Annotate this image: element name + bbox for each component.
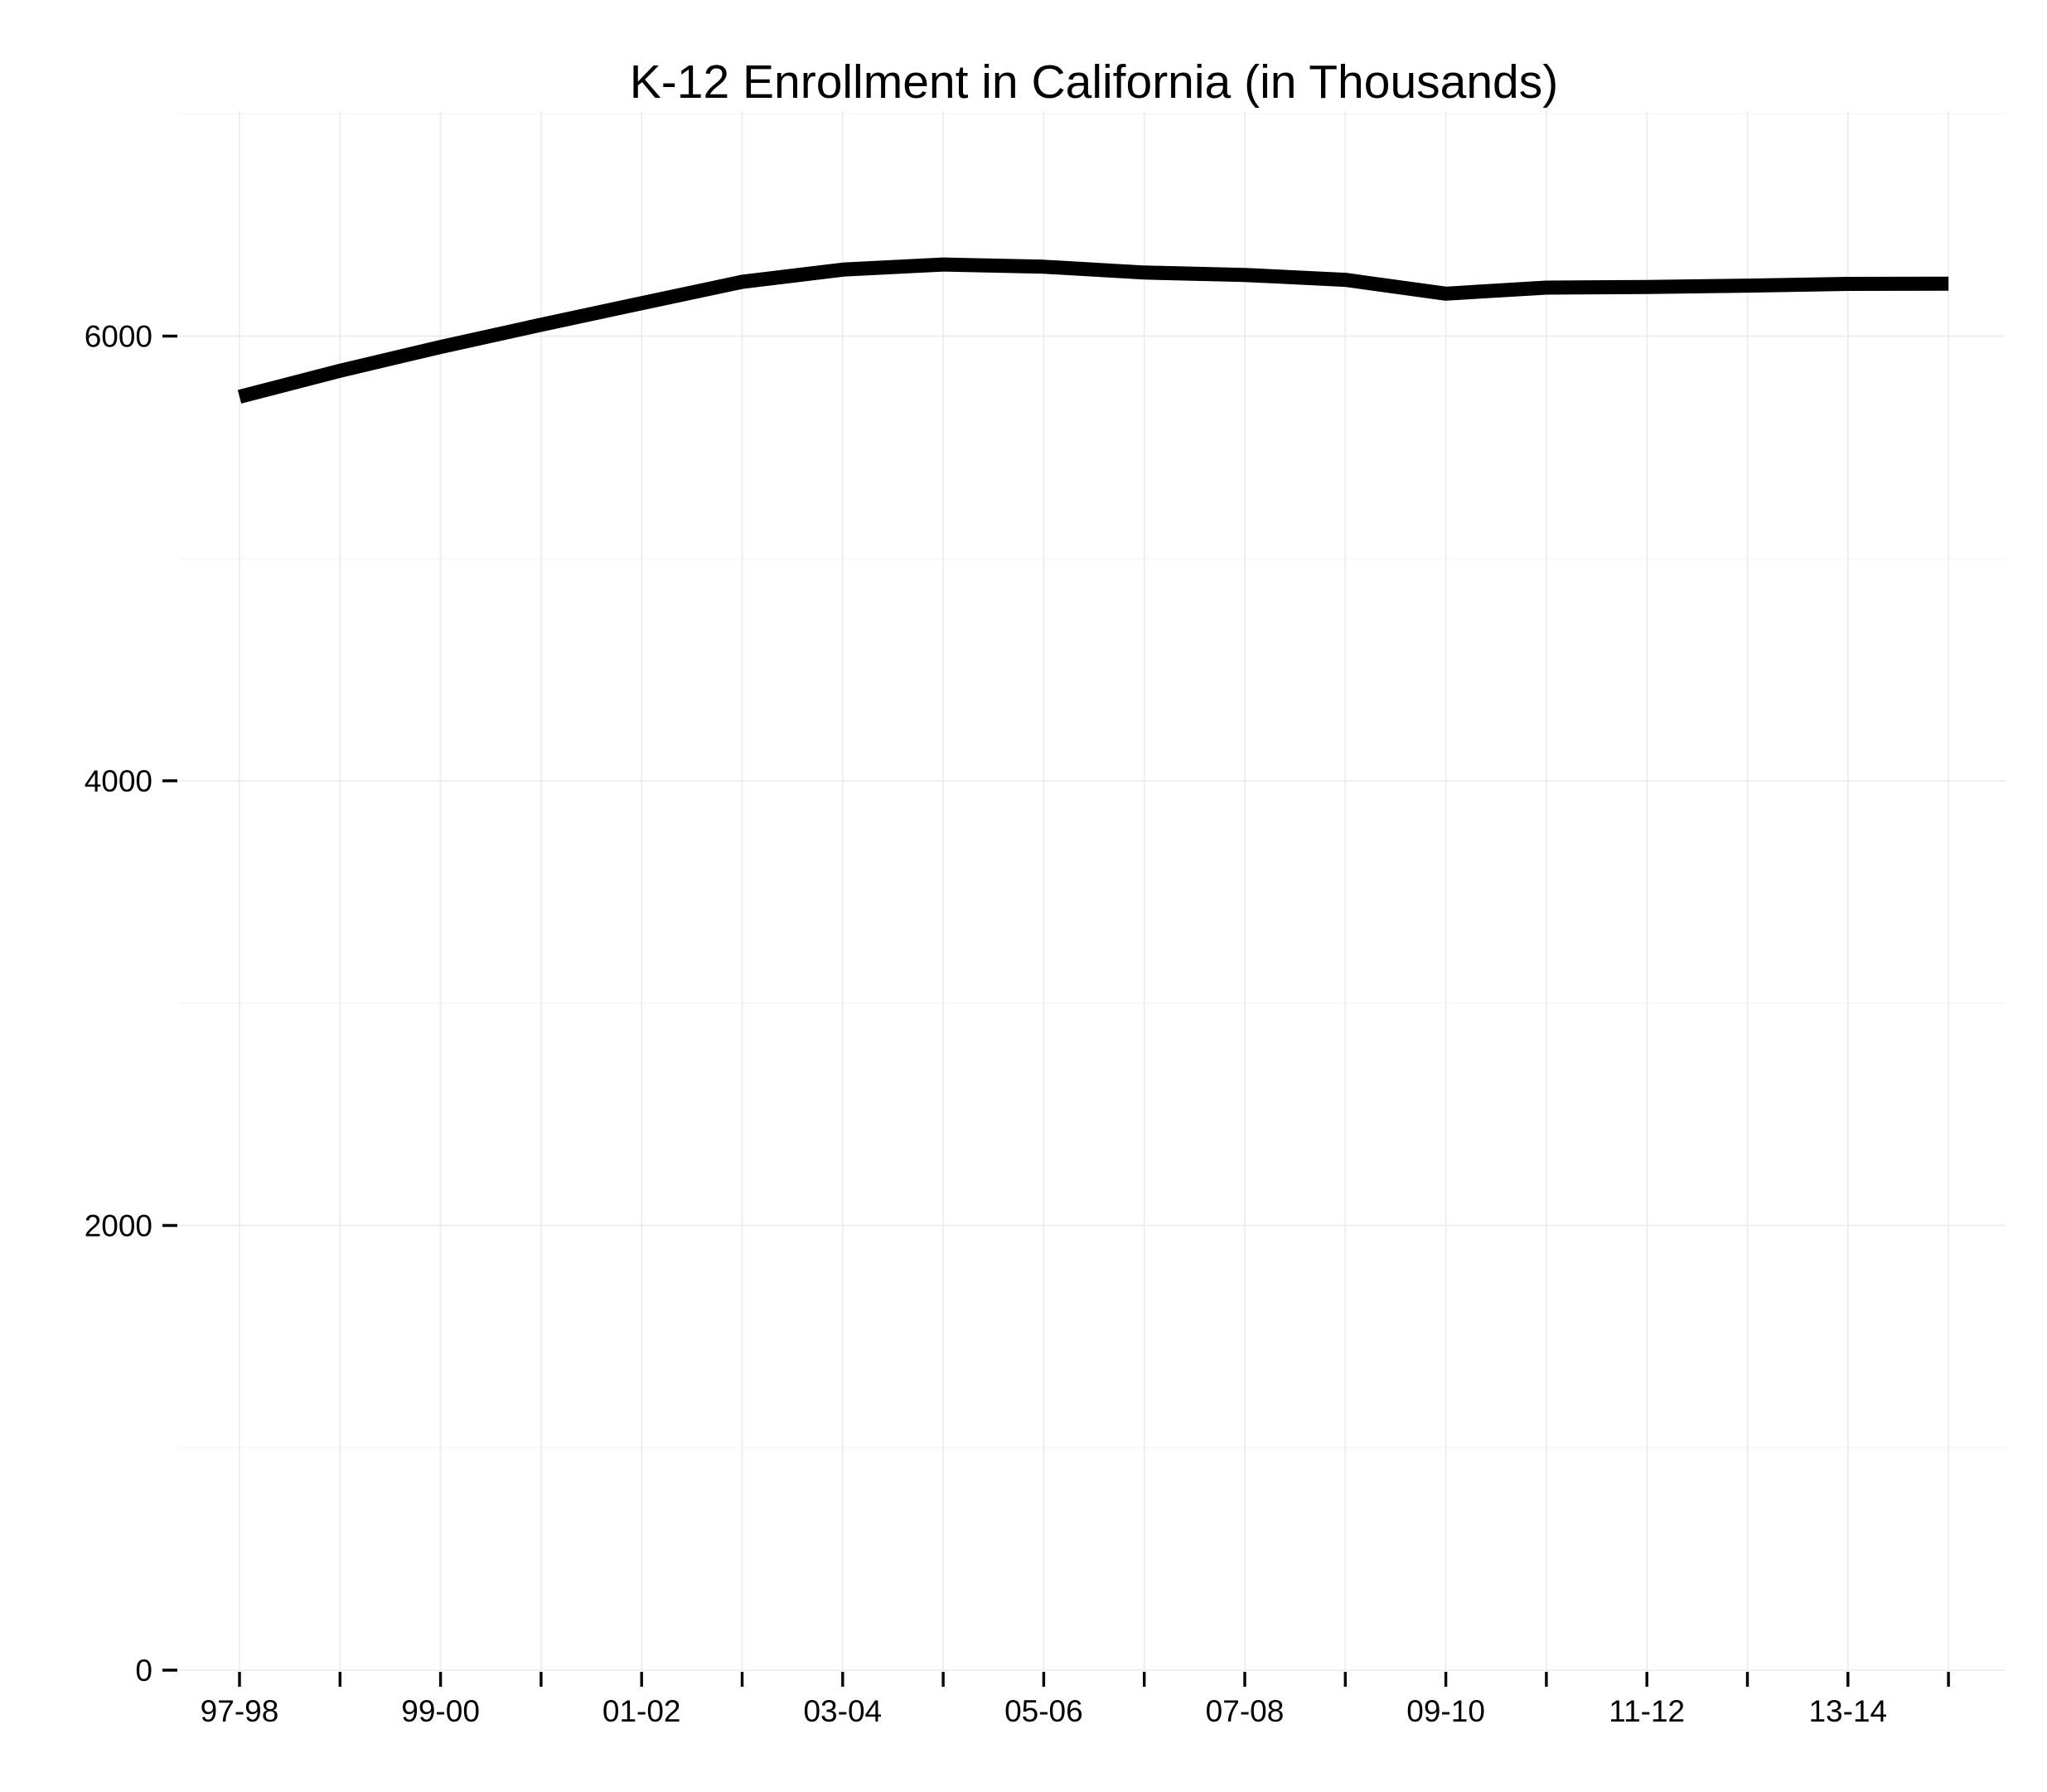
- x-tick-label: 01-02: [602, 1694, 681, 1728]
- x-tick-label: 09-10: [1406, 1694, 1485, 1728]
- x-tick-label: 07-08: [1206, 1694, 1285, 1728]
- y-tick-label: 6000: [85, 320, 152, 354]
- x-tick-label: 11-12: [1609, 1694, 1685, 1728]
- series-layer: [237, 257, 1949, 404]
- series-line: [237, 257, 1949, 404]
- x-tick-label: 13-14: [1808, 1694, 1887, 1728]
- x-tick-label: 97-98: [201, 1694, 279, 1728]
- x-tick-label: 99-00: [401, 1694, 480, 1728]
- axes: 0 2000 4000 6000 97-98 99-00 01-02 03-04 05-06 07…: [85, 320, 1950, 1728]
- y-tick-label: 4000: [85, 764, 152, 798]
- chart-title: K-12 Enrollment in California (in Thousa…: [630, 56, 1559, 109]
- y-tick-label: 0: [135, 1654, 152, 1688]
- x-tick-label: 05-06: [1004, 1694, 1083, 1728]
- y-tick-label: 2000: [85, 1209, 152, 1243]
- x-tick-label: 03-04: [803, 1694, 882, 1728]
- grid-lines: [178, 111, 2006, 1671]
